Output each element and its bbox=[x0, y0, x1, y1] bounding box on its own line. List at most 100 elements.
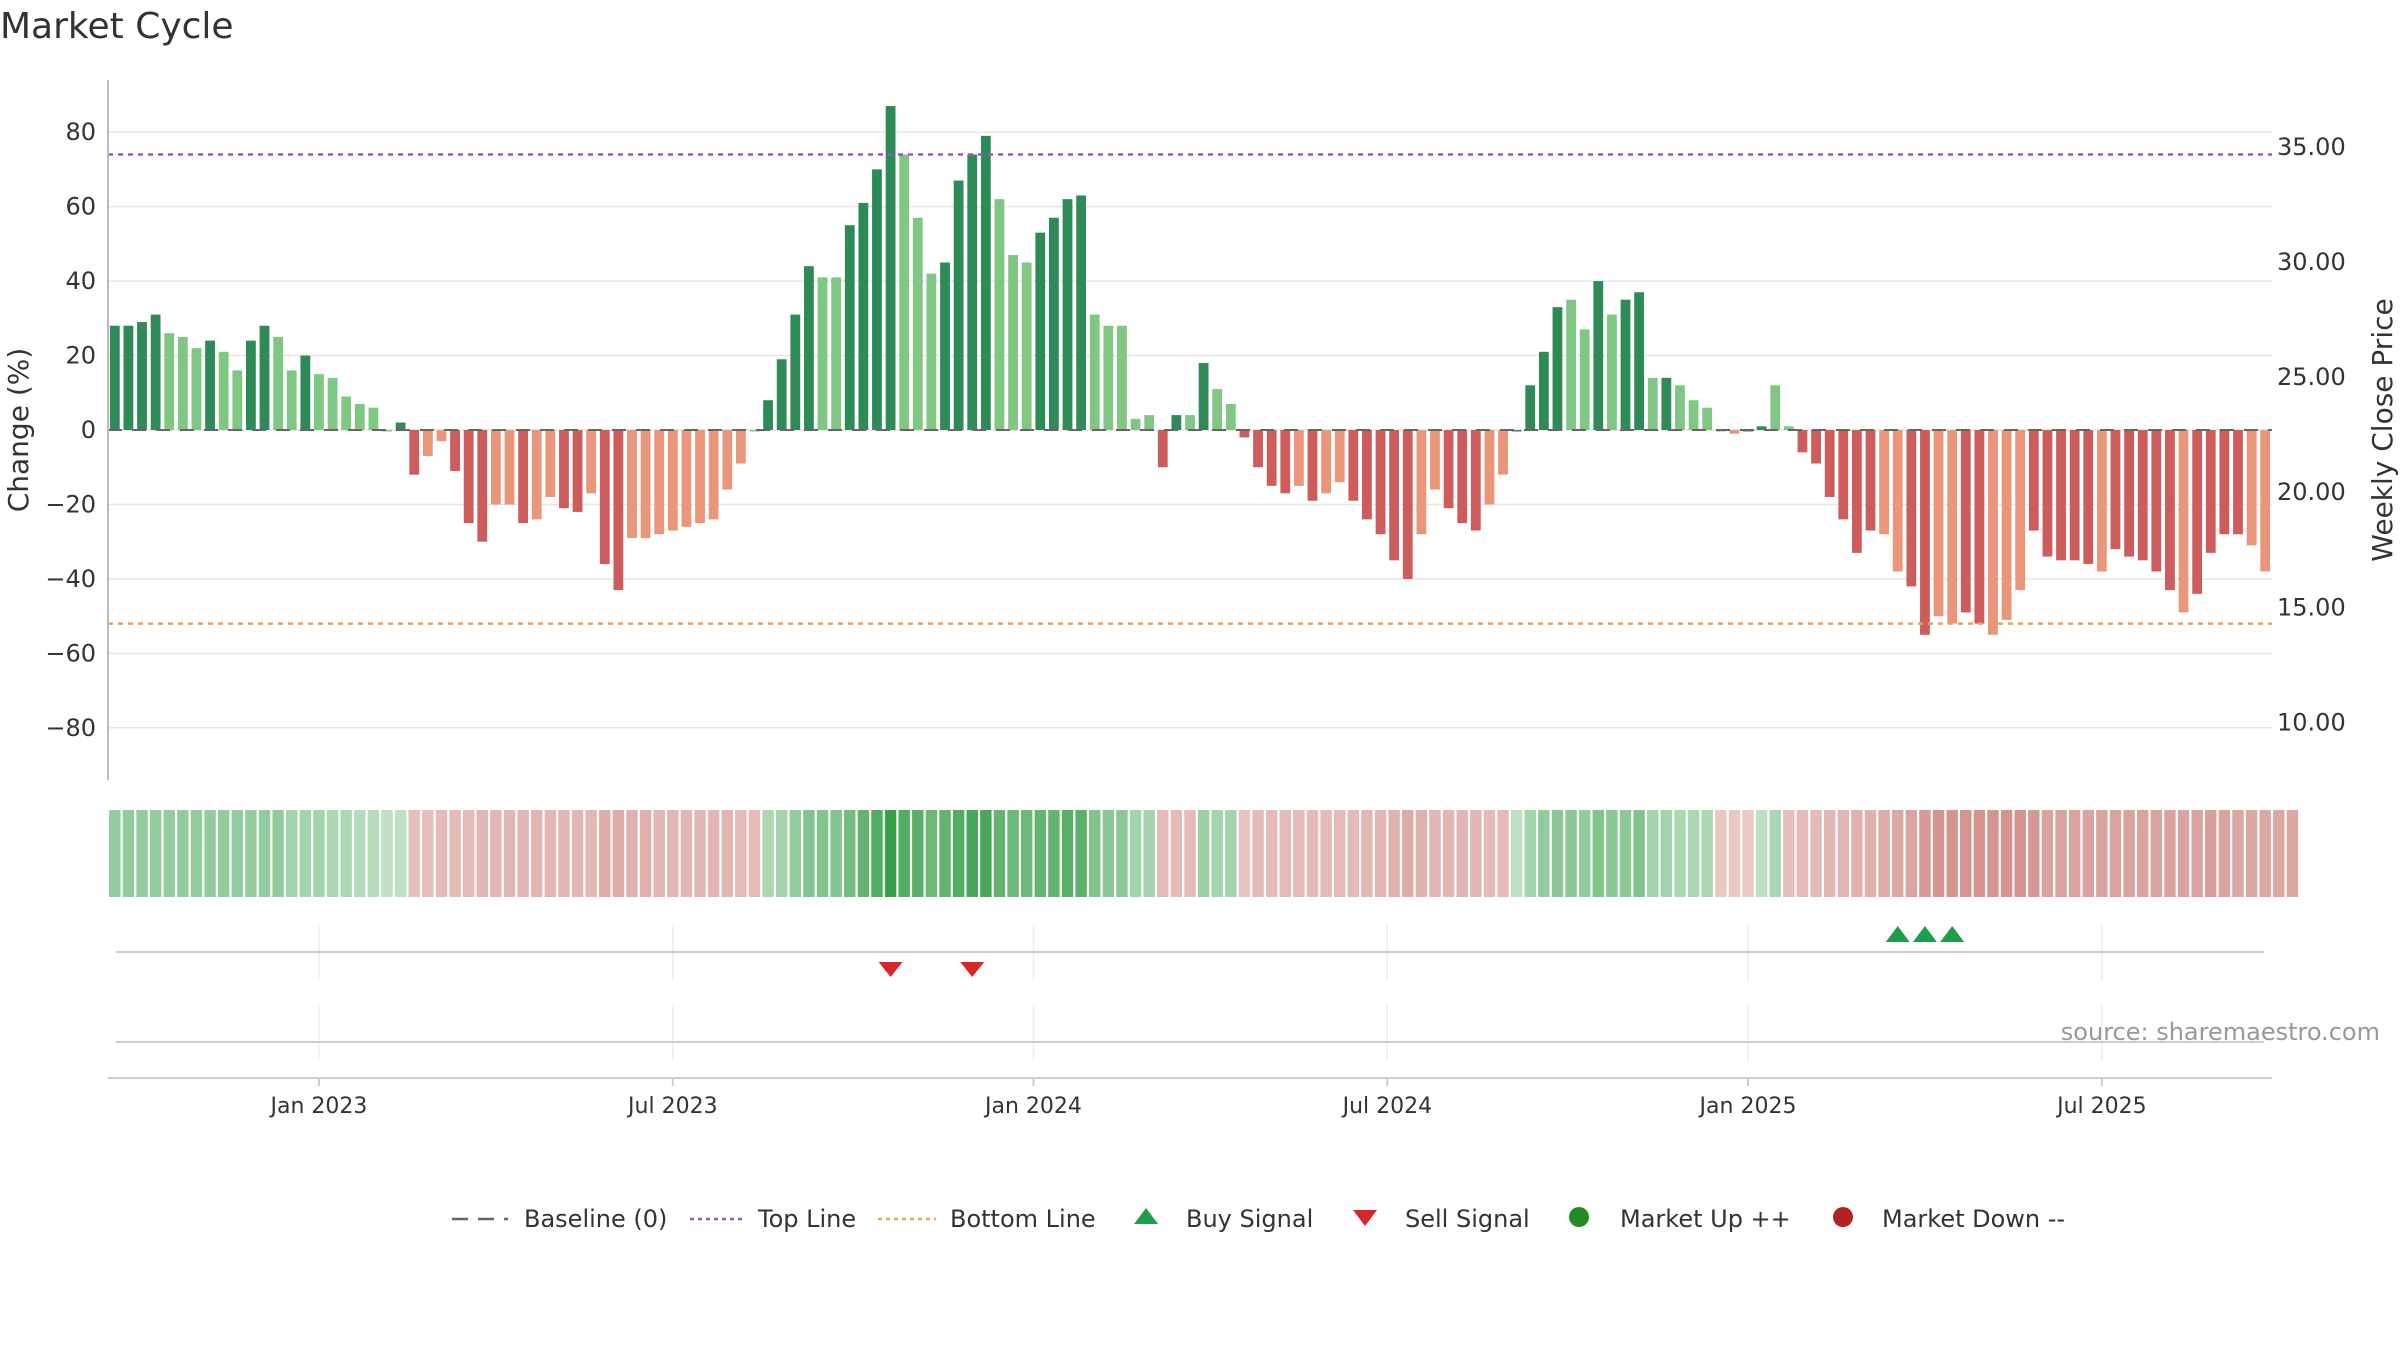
bar bbox=[2042, 430, 2053, 557]
sentiment-cell bbox=[1374, 810, 1387, 897]
bar bbox=[559, 430, 569, 509]
bar bbox=[1593, 281, 1604, 430]
sentiment-cell bbox=[585, 810, 597, 897]
y-tick-label-right: 35.00 bbox=[2277, 133, 2346, 161]
bar bbox=[681, 430, 692, 527]
bar bbox=[1362, 430, 1372, 520]
y-tick-label-right: 20.00 bbox=[2277, 478, 2346, 506]
sentiment-cell bbox=[2041, 810, 2054, 897]
sentiment-cell bbox=[272, 810, 284, 897]
bar bbox=[259, 325, 270, 430]
bar bbox=[1198, 362, 1209, 430]
x-tick-label: Jul 2025 bbox=[2055, 1094, 2147, 1119]
buy-signal-icon bbox=[1940, 926, 1965, 942]
sentiment-cell bbox=[612, 810, 625, 897]
bar bbox=[1375, 430, 1386, 535]
sentiment-cell bbox=[326, 810, 339, 897]
legend-item-up: Market Up ++ bbox=[1569, 1205, 1791, 1233]
sentiment-cell bbox=[1755, 810, 1768, 897]
y-tick-label-left: −80 bbox=[45, 714, 96, 742]
bar bbox=[1947, 430, 1958, 624]
x-tick-label: Jul 2023 bbox=[626, 1094, 718, 1119]
legend-label: Bottom Line bbox=[950, 1205, 1096, 1233]
sentiment-cell bbox=[2205, 810, 2217, 897]
bar bbox=[2178, 430, 2189, 613]
bar bbox=[2205, 430, 2216, 553]
bar bbox=[1838, 430, 1849, 520]
sentiment-cell bbox=[1796, 810, 1809, 897]
sentiment-cell bbox=[1728, 810, 1741, 897]
sentiment-cell bbox=[1483, 810, 1496, 897]
bar bbox=[1117, 325, 1127, 430]
sentiment-cell bbox=[1211, 810, 1223, 897]
bar bbox=[1566, 299, 1576, 430]
bar bbox=[177, 336, 188, 430]
bar bbox=[232, 370, 243, 430]
bar bbox=[926, 273, 937, 430]
sentiment-cell bbox=[2259, 810, 2271, 897]
bar bbox=[627, 430, 637, 538]
bar bbox=[1906, 430, 1917, 587]
bar bbox=[1021, 262, 1032, 430]
bar bbox=[1865, 430, 1876, 531]
bar bbox=[1729, 430, 1740, 434]
bar bbox=[1280, 430, 1291, 494]
sentiment-cell bbox=[816, 810, 829, 897]
bar bbox=[1511, 430, 1522, 432]
bar bbox=[273, 336, 284, 430]
sell-triangle-icon bbox=[1353, 1210, 1377, 1226]
bar bbox=[1892, 430, 1903, 572]
sentiment-cell bbox=[2109, 810, 2122, 897]
sentiment-cell bbox=[2055, 810, 2067, 897]
sentiment-cell bbox=[1660, 810, 1673, 897]
sentiment-cell bbox=[558, 810, 570, 897]
sentiment-cell bbox=[1197, 810, 1210, 897]
y-tick-label-left: 0 bbox=[81, 416, 96, 444]
bar bbox=[1389, 430, 1400, 561]
sentiment-cell bbox=[1442, 810, 1455, 897]
bar bbox=[463, 430, 474, 524]
sentiment-cell bbox=[1810, 810, 1822, 897]
bar bbox=[1076, 195, 1087, 430]
sentiment-cell bbox=[1279, 810, 1291, 897]
sentiment-cell bbox=[1116, 810, 1128, 897]
sentiment-cell bbox=[1892, 810, 1904, 897]
sentiment-cell bbox=[857, 810, 870, 897]
bar bbox=[205, 340, 215, 430]
sentiment-cell bbox=[217, 810, 230, 897]
bar bbox=[1253, 430, 1263, 468]
bar bbox=[1933, 430, 1944, 617]
bar bbox=[2192, 430, 2203, 594]
bar bbox=[450, 430, 460, 471]
bar bbox=[1144, 415, 1155, 430]
sentiment-cell bbox=[1102, 810, 1115, 897]
sell-signal-icon bbox=[960, 962, 985, 977]
bar bbox=[885, 106, 896, 430]
sentiment-cell bbox=[1647, 810, 1659, 897]
sentiment-cell bbox=[1633, 810, 1645, 897]
bar bbox=[953, 180, 964, 430]
sentiment-cell bbox=[803, 810, 815, 897]
sentiment-cell bbox=[490, 810, 502, 897]
market-down-dot-icon bbox=[1833, 1207, 1853, 1227]
sentiment-cell bbox=[653, 810, 665, 897]
bar bbox=[1266, 430, 1277, 486]
buy-signal-icon bbox=[1912, 926, 1937, 942]
sentiment-cell bbox=[122, 810, 135, 897]
sentiment-cell bbox=[898, 810, 910, 897]
y-tick-label-left: −20 bbox=[45, 490, 96, 518]
bar bbox=[395, 422, 406, 430]
bar bbox=[164, 333, 175, 430]
sentiment-cell bbox=[1837, 810, 1849, 897]
bar bbox=[1103, 325, 1114, 430]
bar bbox=[1416, 430, 1427, 535]
sentiment-cell bbox=[190, 810, 203, 897]
bar bbox=[1008, 255, 1018, 430]
x-tick-label: Jul 2024 bbox=[1341, 1094, 1433, 1119]
sentiment-cell bbox=[694, 810, 706, 897]
bar bbox=[994, 199, 1005, 430]
bar bbox=[640, 430, 651, 538]
bar bbox=[1130, 418, 1141, 430]
x-tick-label: Jan 2023 bbox=[269, 1094, 368, 1119]
chart-title: Market Cycle bbox=[0, 6, 234, 47]
